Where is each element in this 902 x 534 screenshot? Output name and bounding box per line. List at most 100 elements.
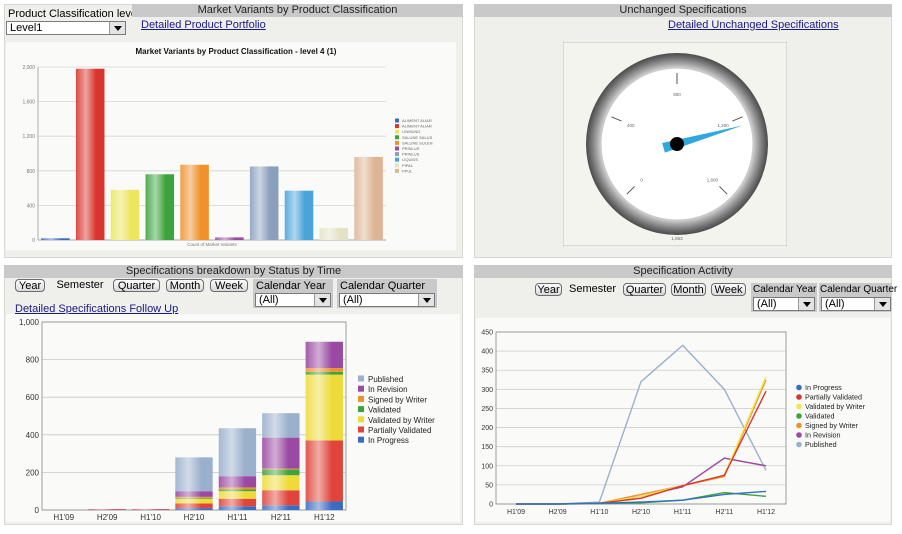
legend-swatch	[358, 385, 364, 392]
stacked-bar-segment	[175, 491, 213, 497]
y-tick-label: 150	[481, 444, 493, 451]
legend-label: LINMUND	[402, 129, 420, 134]
p4-quarter-button[interactable]: Quarter	[623, 283, 666, 296]
chevron-down-icon[interactable]	[314, 294, 330, 306]
stacked-bar-segment	[218, 476, 257, 488]
p3-calendar-quarter-select[interactable]: (All)	[339, 293, 435, 307]
status-breakdown-title: Specifications breakdown by Status by Ti…	[4, 265, 463, 278]
p4-semester-button[interactable]: Semester	[569, 283, 617, 295]
legend-swatch	[395, 163, 399, 168]
p3-year-button[interactable]: Year	[15, 279, 45, 292]
detailed-product-portfolio-link[interactable]: Detailed Product Portfolio	[141, 19, 266, 31]
gauge-tick-label: 800	[673, 92, 681, 97]
stacked-bar-segment	[218, 428, 257, 477]
legend-label: PPUL	[402, 168, 413, 173]
gauge-tick	[732, 116, 743, 122]
x-tick-label: H2'09	[97, 513, 118, 522]
legend-label: PIPAL	[402, 163, 414, 168]
detailed-unchanged-specs-link[interactable]: Detailed Unchanged Specifications	[668, 19, 839, 31]
x-tick-label: H1'12	[757, 509, 775, 516]
legend-swatch	[358, 375, 364, 382]
classification-level-select[interactable]: Level1	[6, 21, 126, 35]
p3-semester-button[interactable]: Semester	[56, 279, 104, 291]
gauge-tick-label: 0	[640, 177, 643, 182]
y-tick-label: 250	[481, 406, 493, 413]
stacked-bar-segment	[88, 509, 126, 510]
gauge-tick	[611, 116, 622, 122]
p3-month-button[interactable]: Month	[166, 279, 204, 292]
y-tick-label: 600	[26, 393, 40, 402]
y-tick-label: 800	[27, 169, 36, 175]
legend-label: Published	[805, 440, 837, 449]
x-tick-label: H1'09	[507, 509, 525, 516]
legend-swatch	[395, 146, 399, 151]
gauge-tick	[626, 186, 635, 195]
chevron-down-icon[interactable]	[874, 298, 890, 310]
x-tick-label: H2'10	[632, 509, 650, 516]
legend-swatch	[395, 135, 399, 140]
legend-swatch	[358, 416, 364, 423]
legend-label: Validated	[368, 406, 401, 415]
legend-label: SALUNE SALUS	[402, 135, 433, 140]
y-tick-label: 200	[481, 425, 493, 432]
p4-calendar-quarter-select[interactable]: (All)	[821, 297, 891, 311]
bar	[180, 164, 209, 240]
bar	[41, 238, 70, 240]
x-tick-label: H1'09	[53, 513, 74, 522]
legend-label: ALIMENT ALIAR	[402, 124, 432, 129]
p3-calendar-quarter-value: (All)	[343, 294, 363, 306]
chevron-down-icon[interactable]	[109, 22, 125, 34]
stacked-bar-segment	[131, 509, 170, 510]
stacked-bar-segment	[305, 371, 343, 375]
chevron-down-icon[interactable]	[798, 298, 814, 310]
legend-swatch	[395, 152, 399, 157]
legend-label: Signed by Writer	[805, 421, 859, 430]
p4-month-button[interactable]: Month	[671, 283, 706, 296]
y-tick-label: 400	[481, 349, 493, 356]
p4-week-button[interactable]: Week	[711, 283, 746, 296]
gauge-max-label: 1,863	[671, 236, 683, 241]
detailed-specs-follow-up-link[interactable]: Detailed Specifications Follow Up	[15, 303, 179, 315]
p4-year-button[interactable]: Year	[535, 283, 562, 296]
p4-calendar-year-value: (All)	[757, 298, 777, 310]
bar	[249, 166, 279, 240]
classification-level-value: Level1	[10, 22, 43, 34]
chart-title: Market Variants by Product Classificatio…	[136, 47, 337, 56]
legend-label: In Revision	[368, 385, 408, 394]
gauge-tick-label: 400	[627, 123, 635, 128]
spec-activity-title: Specification Activity	[474, 265, 892, 278]
gauge-tick-label: 1,600	[707, 177, 719, 182]
legend-marker	[796, 422, 802, 429]
legend-label: In Revision	[805, 431, 841, 440]
bar	[110, 189, 140, 240]
chevron-down-icon[interactable]	[418, 294, 434, 306]
y-tick-label: 300	[481, 387, 493, 394]
stacked-bar-segment	[262, 413, 300, 438]
stacked-bar-segment	[262, 490, 300, 506]
plot-frame	[495, 331, 787, 505]
p3-week-button[interactable]: Week	[210, 279, 248, 292]
legend-swatch	[358, 436, 364, 443]
p3-quarter-button[interactable]: Quarter	[113, 279, 160, 292]
p4-calendar-quarter-label: Calendar Quarter	[820, 284, 898, 295]
y-tick-label: 2,000	[22, 65, 35, 71]
x-tick-label: H2'09	[549, 509, 567, 516]
stacked-bar-segment	[175, 496, 213, 498]
p4-calendar-year-select[interactable]: (All)	[753, 297, 815, 311]
x-tick-label: H1'11	[674, 509, 692, 516]
legend-label: Signed by Writer	[368, 395, 427, 404]
unchanged-specs-gauge: 0 400 800 1,200 1,600 1,863	[563, 42, 787, 246]
spec-activity-chart: 0 50 100 150 200 250 300 350 400 450 H1'09 H2'09 H1'…	[476, 318, 890, 522]
y-tick-label: 1,600	[22, 100, 35, 106]
gauge-tick	[719, 186, 728, 195]
x-tick-label: H2'10	[184, 513, 205, 522]
stacked-bar-segment	[305, 341, 343, 369]
x-tick-label: H1'10	[140, 513, 161, 522]
stacked-bar-segment	[305, 440, 343, 502]
gauge-tick-label: 1,200	[718, 123, 730, 128]
stacked-bar-segment	[305, 374, 343, 441]
p3-calendar-year-select[interactable]: (All)	[255, 293, 331, 307]
x-axis-label: Count of Market Variants	[187, 242, 237, 247]
bar	[215, 237, 244, 240]
chart-background	[476, 318, 890, 522]
